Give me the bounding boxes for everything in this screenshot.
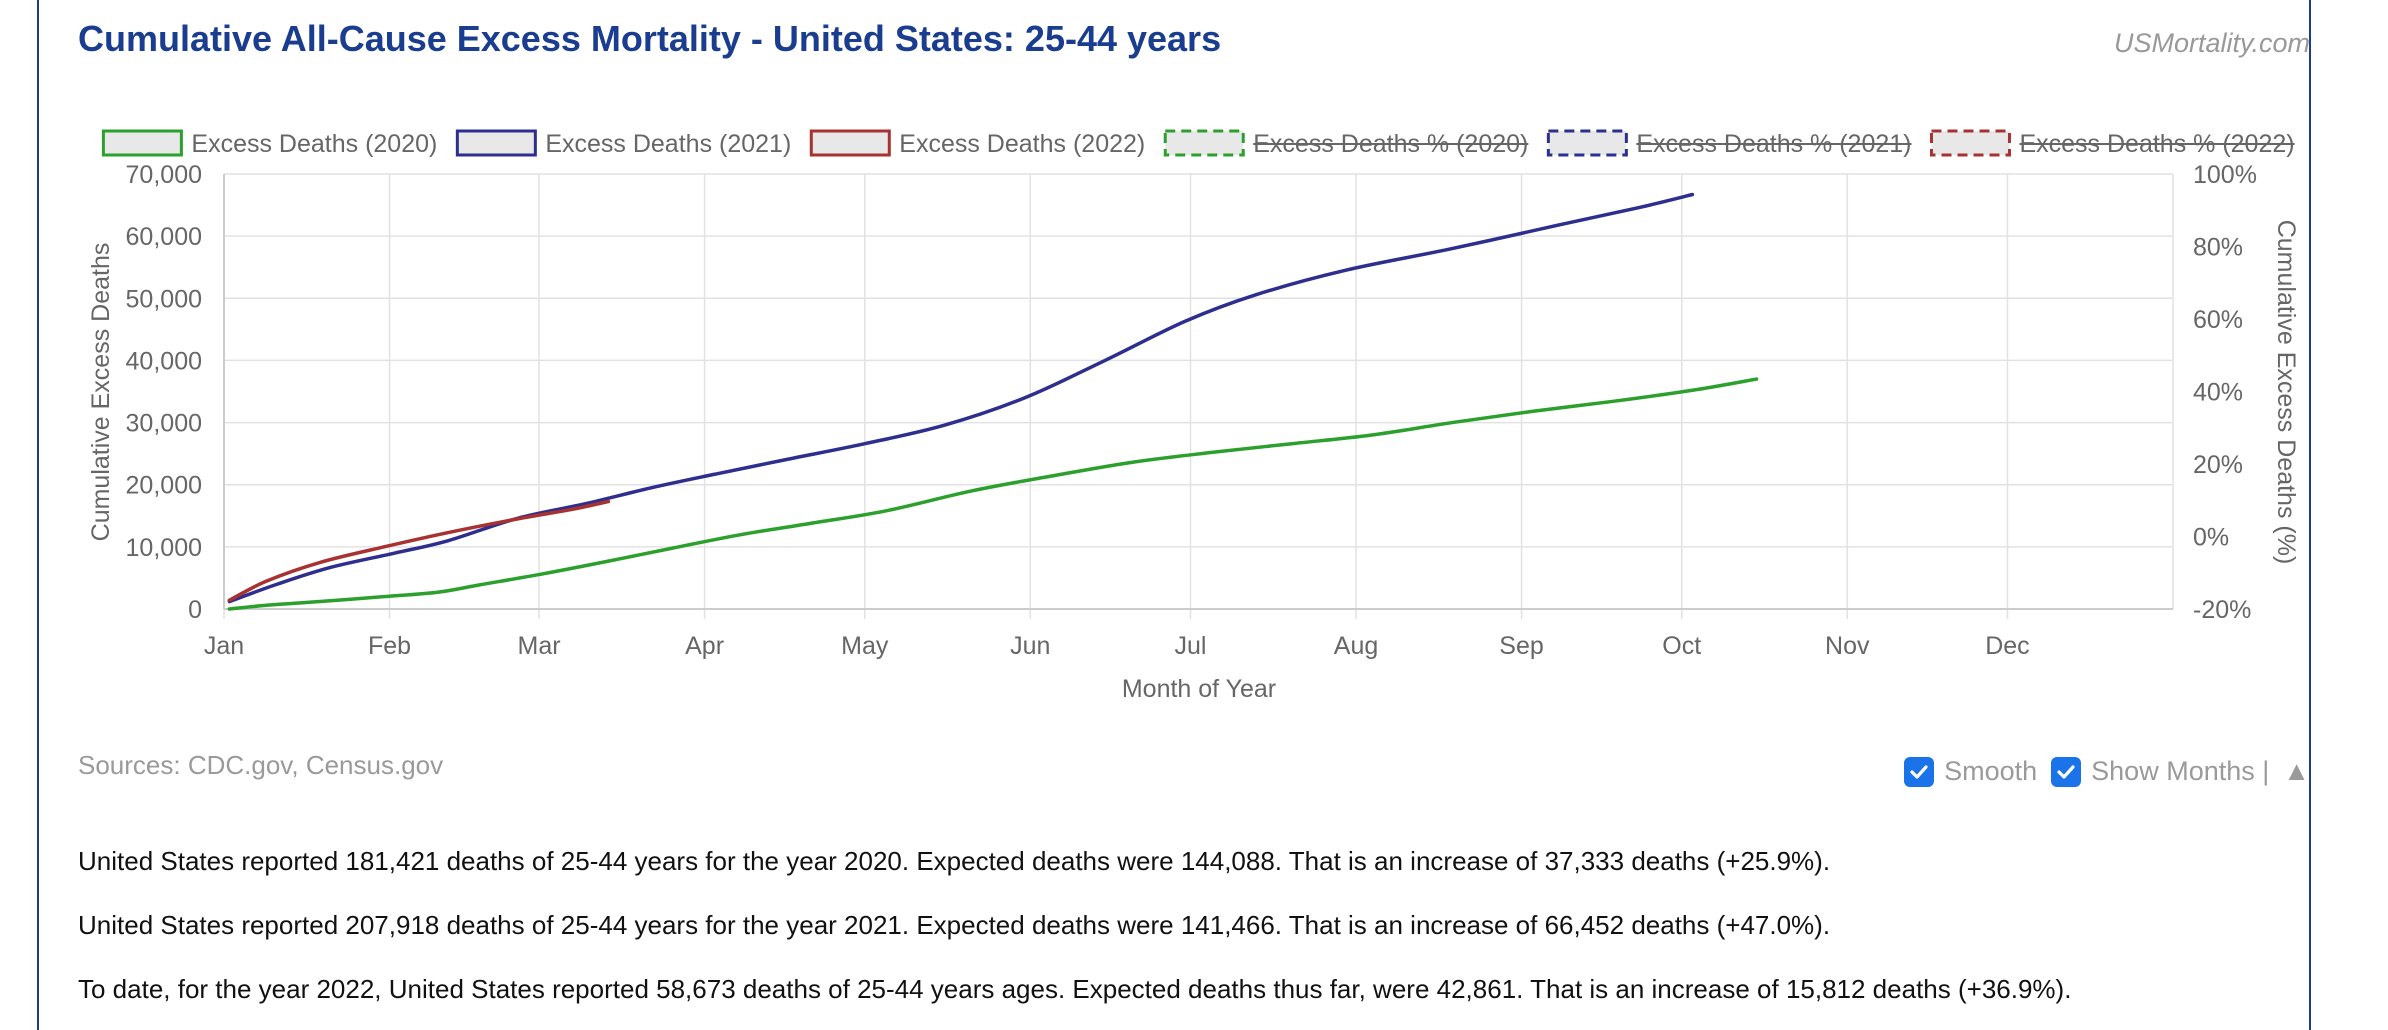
chart-legend: Excess Deaths (2020) Excess Deaths (2021)… [101,129,2295,158]
y-axis-title: Cumulative Excess Deaths [87,243,115,542]
legend-item-3[interactable]: Excess Deaths % (2020) [1163,129,1528,158]
summary-2020: United States reported 181,421 deaths of… [78,846,1831,876]
x-tick-label: Nov [1825,632,1870,660]
y-tick-label: 20,000 [126,472,202,500]
checkmark-icon [1910,764,1928,779]
legend-swatch [809,129,891,157]
y-tick-label: 40,000 [126,347,202,375]
x-tick-label: Jun [1010,632,1050,660]
scroll-top-icon[interactable]: ▲ [2283,756,2310,786]
x-axis-title: Month of Year [1122,675,1276,703]
x-tick-label: Sep [1499,632,1543,660]
smooth-checkbox[interactable] [1904,756,1935,787]
y2-tick-label: 40% [2193,379,2243,407]
legend-label: Excess Deaths (2021) [545,130,791,158]
smooth-label: Smooth [1944,756,2038,786]
y-tick-label: 10,000 [126,534,202,562]
show-months-checkbox[interactable] [2051,756,2082,787]
summary-2021: United States reported 207,918 deaths of… [78,910,1831,940]
legend-swatch [1546,129,1628,157]
x-tick-label: Jan [204,632,244,660]
legend-item-1[interactable]: Excess Deaths (2021) [455,129,791,158]
x-tick-label: Oct [1662,632,1701,660]
x-tick-label: Aug [1334,632,1378,660]
page-title: Cumulative All-Cause Excess Mortality - … [78,18,1222,59]
legend-swatch [1929,129,2011,157]
chart-grid [223,173,2174,619]
series-line-2 [227,499,611,603]
series-line-0 [227,377,1759,611]
y2-tick-label: 60% [2193,306,2243,334]
y-tick-label: 50,000 [126,285,202,313]
y2-tick-label: -20% [2193,596,2251,624]
checkmark-icon [2057,764,2075,779]
y2-tick-label: 100% [2193,161,2257,189]
y2-tick-label: 0% [2193,524,2229,552]
legend-swatch [455,129,537,157]
legend-item-4[interactable]: Excess Deaths % (2021) [1546,129,1911,158]
series-line-1 [227,192,1695,604]
y-axis-ticks: 70,000 60,000 50,000 40,000 30,000 20,000 10,0… [126,161,202,624]
x-tick-label: Jul [1175,632,1207,660]
y-tick-label: 30,000 [126,410,202,438]
y2-axis-title: Cumulative Excess Deaths (%) [2272,220,2300,565]
chart-controls: Smooth Show Months | ▲ [1904,756,2310,787]
x-tick-label: Mar [518,632,561,660]
legend-swatch [101,129,183,157]
y-tick-label: 60,000 [126,223,202,251]
y2-tick-label: 20% [2193,451,2243,479]
show-months-label: Show Months | [2091,756,2270,786]
legend-item-0[interactable]: Excess Deaths (2020) [101,129,437,158]
page-frame [37,0,2311,1030]
legend-label: Excess Deaths (2022) [899,130,1145,158]
chart-series [227,192,1759,611]
summary-2022: To date, for the year 2022, United State… [78,974,2072,1004]
x-tick-label: Dec [1985,632,2029,660]
x-tick-label: May [841,632,889,660]
y-tick-label: 70,000 [126,161,202,189]
legend-swatch [1163,129,1245,157]
excess-mortality-chart: Excess Deaths (2020) Excess Deaths (2021)… [87,129,2300,703]
legend-label: Excess Deaths (2020) [191,130,437,158]
x-axis-ticks: Jan Feb Mar Apr May Jun Jul Aug Sep Oct Nov Dec [204,632,2030,660]
y2-tick-label: 80% [2193,234,2243,262]
legend-item-5[interactable]: Excess Deaths % (2022) [1929,129,2295,158]
y-tick-label: 0 [188,596,202,624]
sources-note: Sources: CDC.gov, Census.gov [78,750,444,780]
legend-item-2[interactable]: Excess Deaths (2022) [809,129,1145,158]
brand-link[interactable]: USMortality.com [2113,28,2310,58]
x-tick-label: Apr [685,632,724,660]
y2-axis-ticks: 100% 80% 60% 40% 20% 0% -20% [2193,161,2257,624]
x-tick-label: Feb [368,632,411,660]
